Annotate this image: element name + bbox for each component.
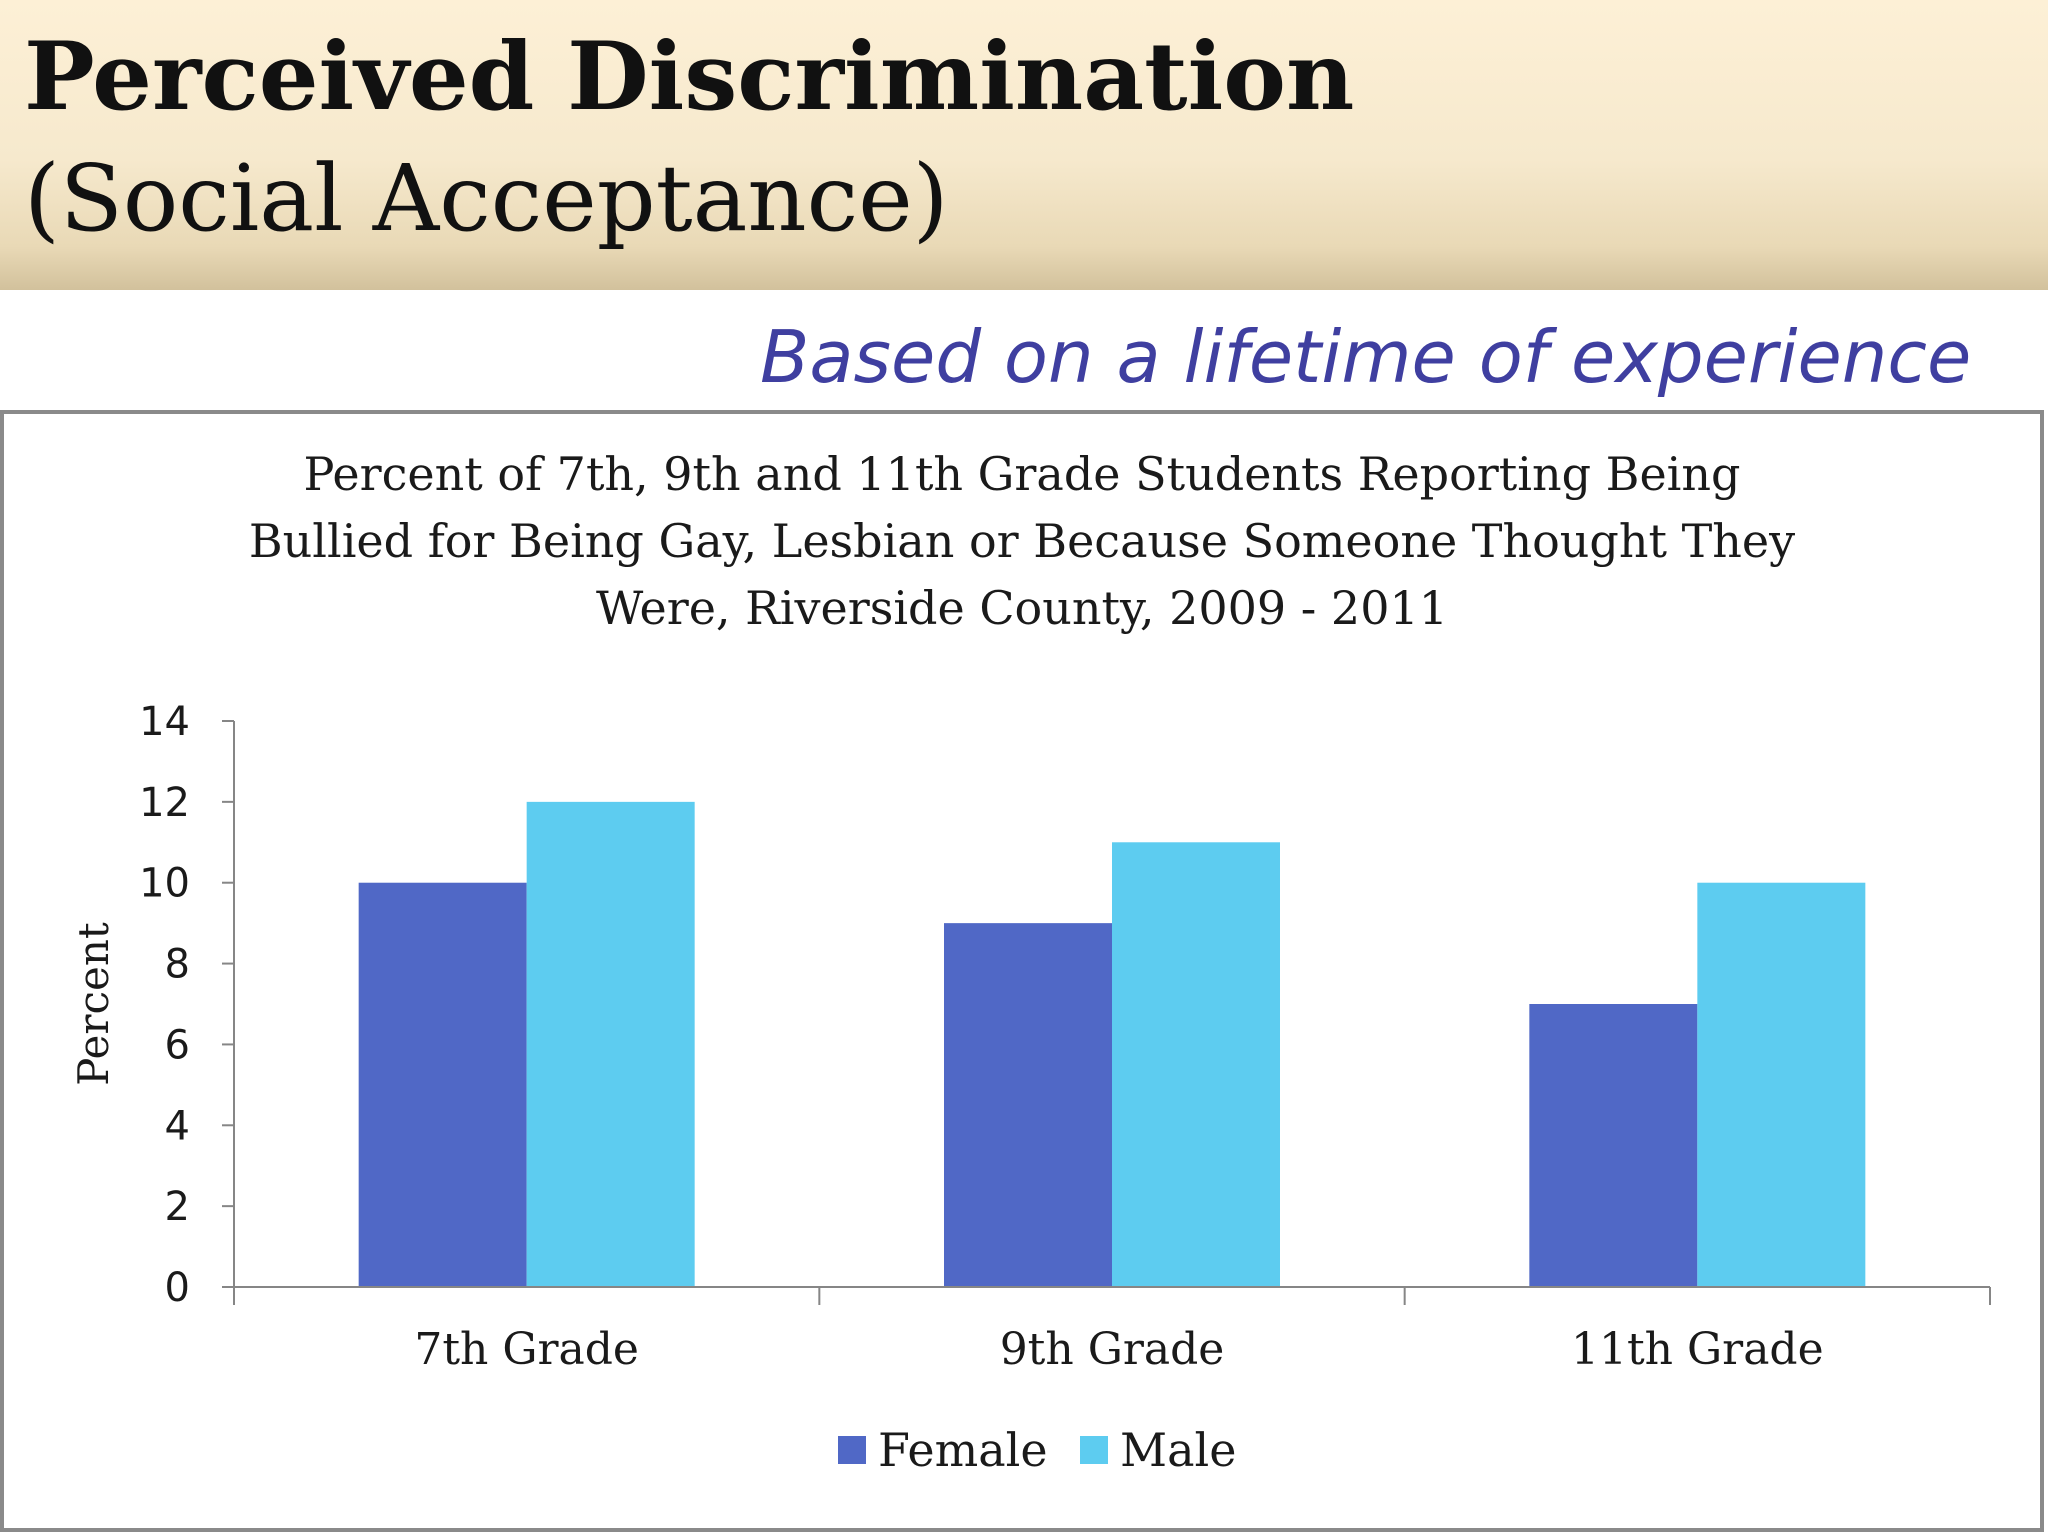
chart-title: Percent of 7th, 9th and 11th Grade Stude… bbox=[249, 447, 1795, 635]
bar-female-1 bbox=[358, 882, 527, 1287]
legend-label-male: Male bbox=[1120, 1423, 1236, 1477]
bar-female-3 bbox=[1529, 1004, 1698, 1287]
y-tick-label: 12 bbox=[139, 780, 190, 826]
bar-male-1 bbox=[526, 801, 695, 1287]
legend-swatch-male bbox=[1080, 1436, 1108, 1464]
legend-swatch-female bbox=[838, 1436, 866, 1464]
bars bbox=[358, 801, 1866, 1287]
y-tick-label: 4 bbox=[165, 1103, 190, 1149]
y-axis-label: Percent bbox=[69, 922, 118, 1086]
bar-chart: Percent of 7th, 9th and 11th Grade Stude… bbox=[69, 447, 1991, 1477]
bar-male-2 bbox=[1112, 842, 1280, 1287]
slide-title-sub: (Social Acceptance) bbox=[24, 145, 949, 252]
chart-title-line: Were, Riverside County, 2009 - 2011 bbox=[596, 581, 1448, 635]
y-axis-ticks: 0 2 4 6 8 10 12 14 bbox=[139, 699, 234, 1311]
y-tick-label: 2 bbox=[165, 1184, 190, 1230]
header-band: Perceived Discrimination (Social Accepta… bbox=[0, 0, 2048, 290]
x-tick-label: 9th Grade bbox=[1000, 1324, 1225, 1375]
x-axis-labels: 7th Grade 9th Grade 11th Grade bbox=[414, 1324, 1823, 1375]
axes bbox=[233, 721, 1991, 1305]
legend: Female Male bbox=[838, 1423, 1236, 1477]
legend-label-female: Female bbox=[878, 1423, 1048, 1477]
y-tick-label: 0 bbox=[165, 1265, 190, 1311]
x-tick-label: 11th Grade bbox=[1571, 1324, 1824, 1375]
bar-male-3 bbox=[1697, 882, 1866, 1287]
chart-frame: Percent of 7th, 9th and 11th Grade Stude… bbox=[0, 410, 2044, 1532]
bar-female-2 bbox=[944, 923, 1112, 1287]
y-tick-label: 10 bbox=[139, 861, 190, 907]
chart-title-line: Bullied for Being Gay, Lesbian or Becaus… bbox=[249, 514, 1795, 568]
y-tick-label: 6 bbox=[165, 1022, 190, 1068]
y-tick-label: 8 bbox=[165, 942, 190, 988]
chart-title-line: Percent of 7th, 9th and 11th Grade Stude… bbox=[304, 447, 1741, 501]
slide-title: Perceived Discrimination bbox=[24, 22, 1355, 132]
x-tick-label: 7th Grade bbox=[414, 1324, 639, 1375]
slide-subtitle: Based on a lifetime of experience bbox=[760, 315, 1972, 399]
y-tick-label: 14 bbox=[139, 699, 190, 745]
